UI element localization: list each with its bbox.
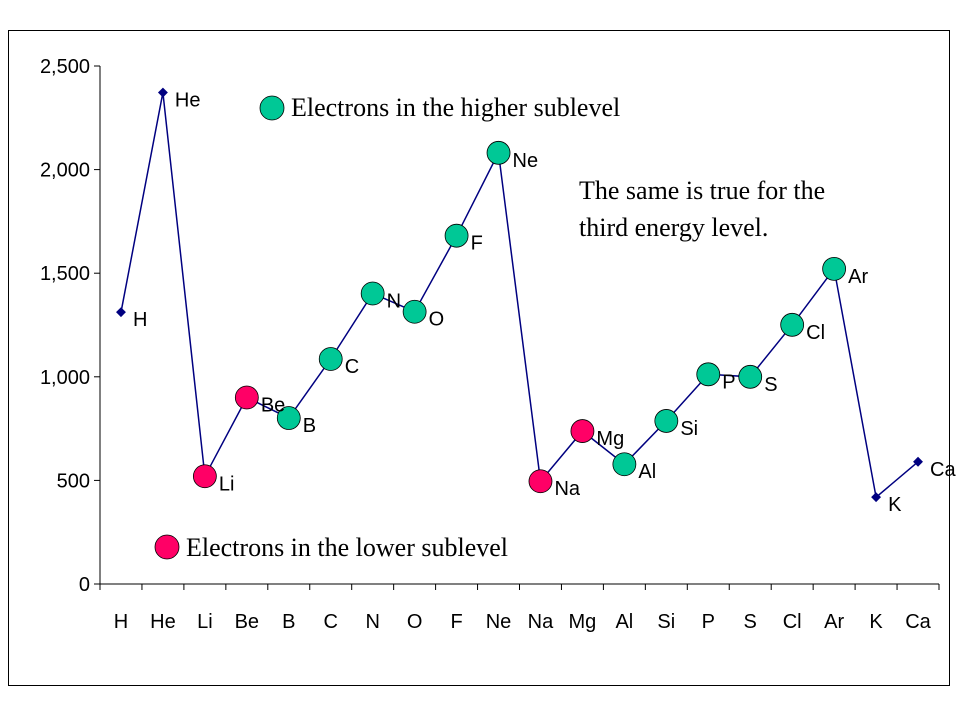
data-point-label: Ar: [848, 266, 868, 288]
legend-higher-marker: [259, 95, 285, 121]
data-point-label: Be: [261, 395, 285, 417]
data-point-label: F: [471, 233, 483, 255]
data-point-label: Cl: [806, 322, 825, 344]
x-tick-label: Ne: [486, 611, 512, 633]
data-point: [192, 464, 217, 489]
x-tick-label: H: [114, 611, 128, 633]
data-point: [234, 385, 259, 410]
data-point: [822, 256, 847, 281]
data-point: [871, 492, 882, 503]
data-point-label: Al: [638, 461, 656, 483]
x-tick-label: Ar: [824, 611, 844, 633]
data-point: [612, 452, 637, 477]
data-point: [738, 364, 763, 389]
points: [116, 87, 923, 503]
data-point-label: Mg: [596, 428, 624, 450]
legend-lower-marker: [154, 534, 180, 560]
data-point-label: S: [764, 374, 777, 396]
x-tick-label: Li: [197, 611, 213, 633]
data-point-label: Ne: [513, 150, 539, 172]
y-tick-label: 2,000: [40, 160, 90, 182]
x-tick-label: Cl: [783, 611, 802, 633]
y-tick-label: 2,500: [40, 56, 90, 78]
x-tick-label: Be: [235, 611, 259, 633]
y-tick-label: 500: [57, 470, 90, 492]
data-point: [486, 140, 511, 165]
y-tick-label: 0: [79, 574, 90, 596]
x-tick-label: B: [282, 611, 295, 633]
point-labels: H He Li Be B C N O F Ne Na Mg Al Si P S Cl Ar K Ca: [133, 90, 956, 517]
annotation-line-1: The same is true for the: [579, 176, 825, 205]
data-point: [696, 362, 721, 387]
data-point: [402, 299, 427, 324]
x-tick-label: P: [702, 611, 715, 633]
data-point: [276, 406, 301, 430]
x-tick-label: He: [150, 611, 176, 633]
chart-frame: [8, 30, 950, 686]
annotation-line-2: third energy level.: [579, 213, 768, 242]
legend-higher: Electrons in the higher sublevel: [259, 93, 620, 122]
x-tick-label: N: [365, 611, 379, 633]
data-point: [913, 456, 923, 467]
data-point-label: O: [429, 309, 445, 331]
data-point-label: He: [175, 90, 201, 112]
data-point: [654, 409, 679, 433]
x-tick-label: C: [323, 611, 337, 633]
x-tick-label: O: [407, 611, 423, 633]
x-tick-label: Ca: [905, 611, 931, 633]
x-tick-label: Si: [657, 611, 675, 633]
legend-higher-label: Electrons in the higher sublevel: [291, 93, 620, 122]
x-tick-label: Na: [528, 611, 554, 633]
data-point: [570, 419, 595, 443]
data-point-label: N: [387, 291, 401, 313]
data-point-label: Na: [554, 478, 580, 500]
data-point-label: P: [722, 371, 735, 393]
data-point: [116, 307, 126, 318]
y-tick-label: 1,000: [40, 367, 90, 389]
data-point-label: Ca: [930, 459, 956, 481]
data-point-label: K: [888, 494, 902, 516]
x-tick-label: S: [744, 611, 757, 633]
data-point: [444, 223, 469, 248]
x-tick-label: F: [450, 611, 462, 633]
data-point: [780, 312, 805, 337]
x-tick-label: Mg: [569, 611, 597, 633]
data-point-label: H: [133, 309, 147, 331]
annotation: The same is true for the third energy le…: [579, 176, 825, 242]
y-ticks: 0 500 1,000 1,500 2,000 2,500: [40, 56, 100, 596]
y-tick-label: 1,500: [40, 263, 90, 285]
legend-lower: Electrons in the lower sublevel: [154, 533, 508, 562]
data-point-label: Li: [219, 473, 235, 495]
data-point: [157, 87, 168, 98]
data-point: [360, 281, 385, 306]
x-tick-label: K: [869, 611, 883, 633]
data-point-label: Si: [680, 418, 698, 440]
data-point-label: C: [345, 356, 359, 378]
legend-lower-label: Electrons in the lower sublevel: [186, 533, 508, 562]
data-point-label: B: [303, 415, 316, 437]
data-point: [318, 347, 343, 371]
x-ticks: H He Li Be B C N O F Ne Na Mg Al Si P S Cl Ar K Ca: [99, 584, 940, 633]
x-tick-label: Al: [615, 611, 633, 633]
data-point: [528, 469, 553, 494]
